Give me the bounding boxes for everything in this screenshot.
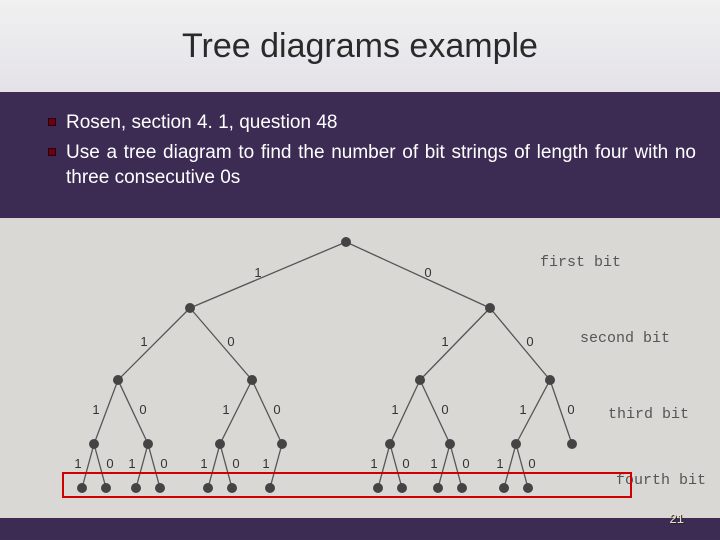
svg-text:1: 1: [140, 334, 147, 349]
bullet-text: Rosen, section 4. 1, question 48: [66, 110, 696, 136]
page-number: 21: [670, 511, 684, 526]
svg-text:1: 1: [128, 456, 135, 471]
svg-text:0: 0: [232, 456, 239, 471]
svg-text:0: 0: [273, 402, 280, 417]
svg-text:1: 1: [254, 265, 261, 280]
svg-text:1: 1: [200, 456, 207, 471]
svg-text:0: 0: [462, 456, 469, 471]
svg-text:second bit: second bit: [580, 330, 670, 347]
svg-text:1: 1: [262, 456, 269, 471]
bullet-text: Use a tree diagram to find the number of…: [66, 140, 696, 191]
svg-text:0: 0: [106, 456, 113, 471]
svg-text:0: 0: [528, 456, 535, 471]
svg-text:1: 1: [370, 456, 377, 471]
svg-text:0: 0: [227, 334, 234, 349]
svg-text:1: 1: [92, 402, 99, 417]
slide: Tree diagrams example Rosen, section 4. …: [0, 0, 720, 540]
svg-text:1: 1: [519, 402, 526, 417]
svg-text:0: 0: [402, 456, 409, 471]
bullet-item: Rosen, section 4. 1, question 48: [48, 110, 696, 136]
body: Rosen, section 4. 1, question 48 Use a t…: [48, 110, 696, 195]
page-title: Tree diagrams example: [0, 0, 720, 92]
svg-text:1: 1: [441, 334, 448, 349]
bullet-marker-icon: [48, 118, 56, 126]
svg-text:0: 0: [139, 402, 146, 417]
svg-text:1: 1: [222, 402, 229, 417]
bullet-marker-icon: [48, 148, 56, 156]
bullet-item: Use a tree diagram to find the number of…: [48, 140, 696, 191]
svg-text:1: 1: [391, 402, 398, 417]
tree-figure: 101010101010101010101101010first bitseco…: [0, 218, 720, 518]
svg-text:first bit: first bit: [540, 254, 621, 271]
svg-text:0: 0: [441, 402, 448, 417]
svg-text:0: 0: [567, 402, 574, 417]
svg-text:0: 0: [160, 456, 167, 471]
svg-text:1: 1: [496, 456, 503, 471]
svg-text:1: 1: [430, 456, 437, 471]
highlight-box: [62, 472, 632, 498]
svg-text:0: 0: [526, 334, 533, 349]
svg-text:third bit: third bit: [608, 406, 689, 423]
svg-text:1: 1: [74, 456, 81, 471]
svg-text:0: 0: [424, 265, 431, 280]
title-text: Tree diagrams example: [182, 27, 538, 66]
